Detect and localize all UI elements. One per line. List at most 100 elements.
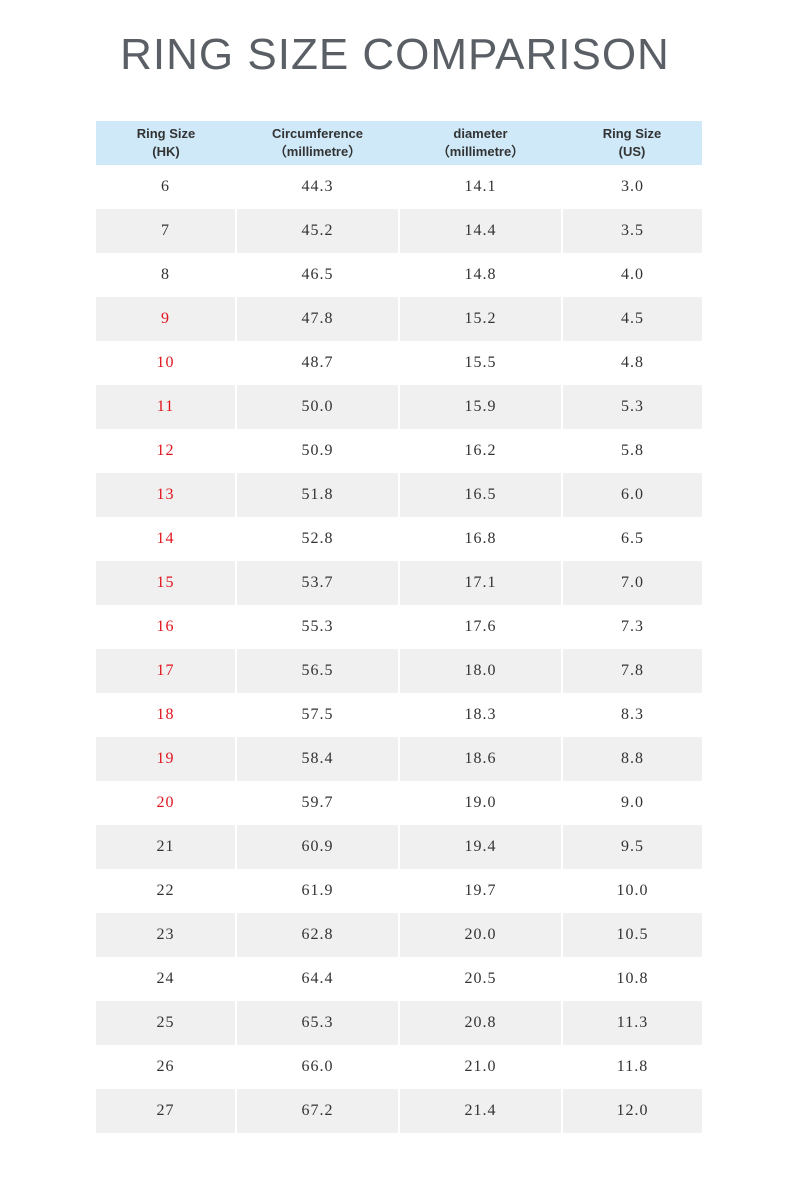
table-row: 22 61.9 19.7 10.0 [96,869,702,913]
table-cell: 14 [156,530,175,547]
table-row: 7 45.2 14.4 3.5 [96,209,702,253]
table-row: 15 53.7 17.1 7.0 [96,561,702,605]
column-header: Ring Size (HK) [96,121,236,165]
table-cell: 11.8 [561,1045,702,1089]
table-row: 6 44.3 14.1 3.0 [96,165,702,209]
table-row: 8 46.5 14.8 4.0 [96,253,702,297]
header-line: diameter [453,126,508,141]
table-cell: 18 [156,706,175,723]
table-cell: 7.3 [561,605,702,649]
table-cell: 20.8 [398,1001,562,1045]
table-row: 13 51.8 16.5 6.0 [96,473,702,517]
table-body: 6 44.3 14.1 3.0 7 45.2 14.4 3.5 8 46.5 14.8 4.0 9 47.… [96,165,702,1133]
table-cell: 19.7 [398,869,562,913]
table-cell: 8.8 [561,737,702,781]
table-row: 10 48.7 15.5 4.8 [96,341,702,385]
table-cell: 26 [156,1058,175,1075]
table-row: 16 55.3 17.6 7.3 [96,605,702,649]
table-cell: 65.3 [235,1001,399,1045]
table-cell: 67.2 [235,1089,399,1133]
column-header: diameter （millimetre） [399,121,562,165]
table-cell: 46.5 [235,253,399,297]
table-row: 20 59.7 19.0 9.0 [96,781,702,825]
table-cell: 59.7 [235,781,399,825]
table-cell: 17.1 [398,561,562,605]
table-row: 12 50.9 16.2 5.8 [96,429,702,473]
table-cell: 7 [96,209,236,253]
table-cell: 5.8 [561,429,702,473]
table-cell: 57.5 [235,693,399,737]
table-cell: 12 [156,442,175,459]
column-header: Ring Size (US) [562,121,702,165]
table-cell: 14.8 [398,253,562,297]
table-cell: 17 [96,649,236,693]
header-line: (HK) [152,144,180,159]
table-cell: 55.3 [235,605,399,649]
table-cell: 14.4 [398,209,562,253]
header-line: Ring Size [136,126,196,141]
table-cell: 8 [161,266,170,283]
table-cell: 62.8 [235,913,399,957]
title: RING SIZE COMPARISON [120,30,670,79]
table-cell: 7.8 [561,649,702,693]
table-cell: 20.0 [398,913,562,957]
header-line: (US) [618,144,646,159]
table-row: 18 57.5 18.3 8.3 [96,693,702,737]
table-cell: 23 [96,913,236,957]
table-cell: 45.2 [235,209,399,253]
table-cell: 6.5 [561,517,702,561]
table-cell: 47.8 [235,297,399,341]
table-cell: 4.0 [561,253,702,297]
table-cell: 48.7 [235,341,399,385]
table-cell: 20.5 [398,957,562,1001]
table-cell: 11 [96,385,236,429]
table-cell: 15.2 [398,297,562,341]
table-cell: 51.8 [235,473,399,517]
table-cell: 16.8 [398,517,562,561]
table-cell: 10.5 [561,913,702,957]
table-cell: 19.4 [398,825,562,869]
table-cell: 18.3 [398,693,562,737]
table-cell: 66.0 [235,1045,399,1089]
table-row: 27 67.2 21.4 12.0 [96,1089,702,1133]
table-cell: 15.9 [398,385,562,429]
table-cell: 7.0 [561,561,702,605]
table-cell: 61.9 [235,869,399,913]
table-cell: 52.8 [235,517,399,561]
table-row: 19 58.4 18.6 8.8 [96,737,702,781]
table-cell: 16.2 [398,429,562,473]
table-row: 17 56.5 18.0 7.8 [96,649,702,693]
table-cell: 10.8 [561,957,702,1001]
table-cell: 18.0 [398,649,562,693]
table-cell: 6 [161,178,170,195]
table-cell: 17.6 [398,605,562,649]
table-cell: 18.6 [398,737,562,781]
table-cell: 13 [96,473,236,517]
table-cell: 56.5 [235,649,399,693]
table-cell: 64.4 [235,957,399,1001]
column-header: Circumference （millimetre） [236,121,399,165]
table-cell: 50.0 [235,385,399,429]
table-cell: 24 [156,970,175,987]
table-cell: 9.0 [561,781,702,825]
table-cell: 21.0 [398,1045,562,1089]
table-cell: 11.3 [561,1001,702,1045]
header-line: （millimetre） [273,144,362,159]
table-cell: 9.5 [561,825,702,869]
table-cell: 21.4 [398,1089,562,1133]
table-cell: 15 [96,561,236,605]
table-cell: 44.3 [235,165,399,209]
table-cell: 58.4 [235,737,399,781]
table-cell: 20 [156,794,175,811]
table-cell: 5.3 [561,385,702,429]
table-cell: 3.0 [561,165,702,209]
table-row: 14 52.8 16.8 6.5 [96,517,702,561]
table-cell: 4.8 [561,341,702,385]
table-row: 11 50.0 15.9 5.3 [96,385,702,429]
size-table: Ring Size (HK) Circumference （millimetre） di… [96,121,702,1133]
table-cell: 14.1 [398,165,562,209]
table-cell: 15.5 [398,341,562,385]
table-row: 23 62.8 20.0 10.5 [96,913,702,957]
table-row: 9 47.8 15.2 4.5 [96,297,702,341]
